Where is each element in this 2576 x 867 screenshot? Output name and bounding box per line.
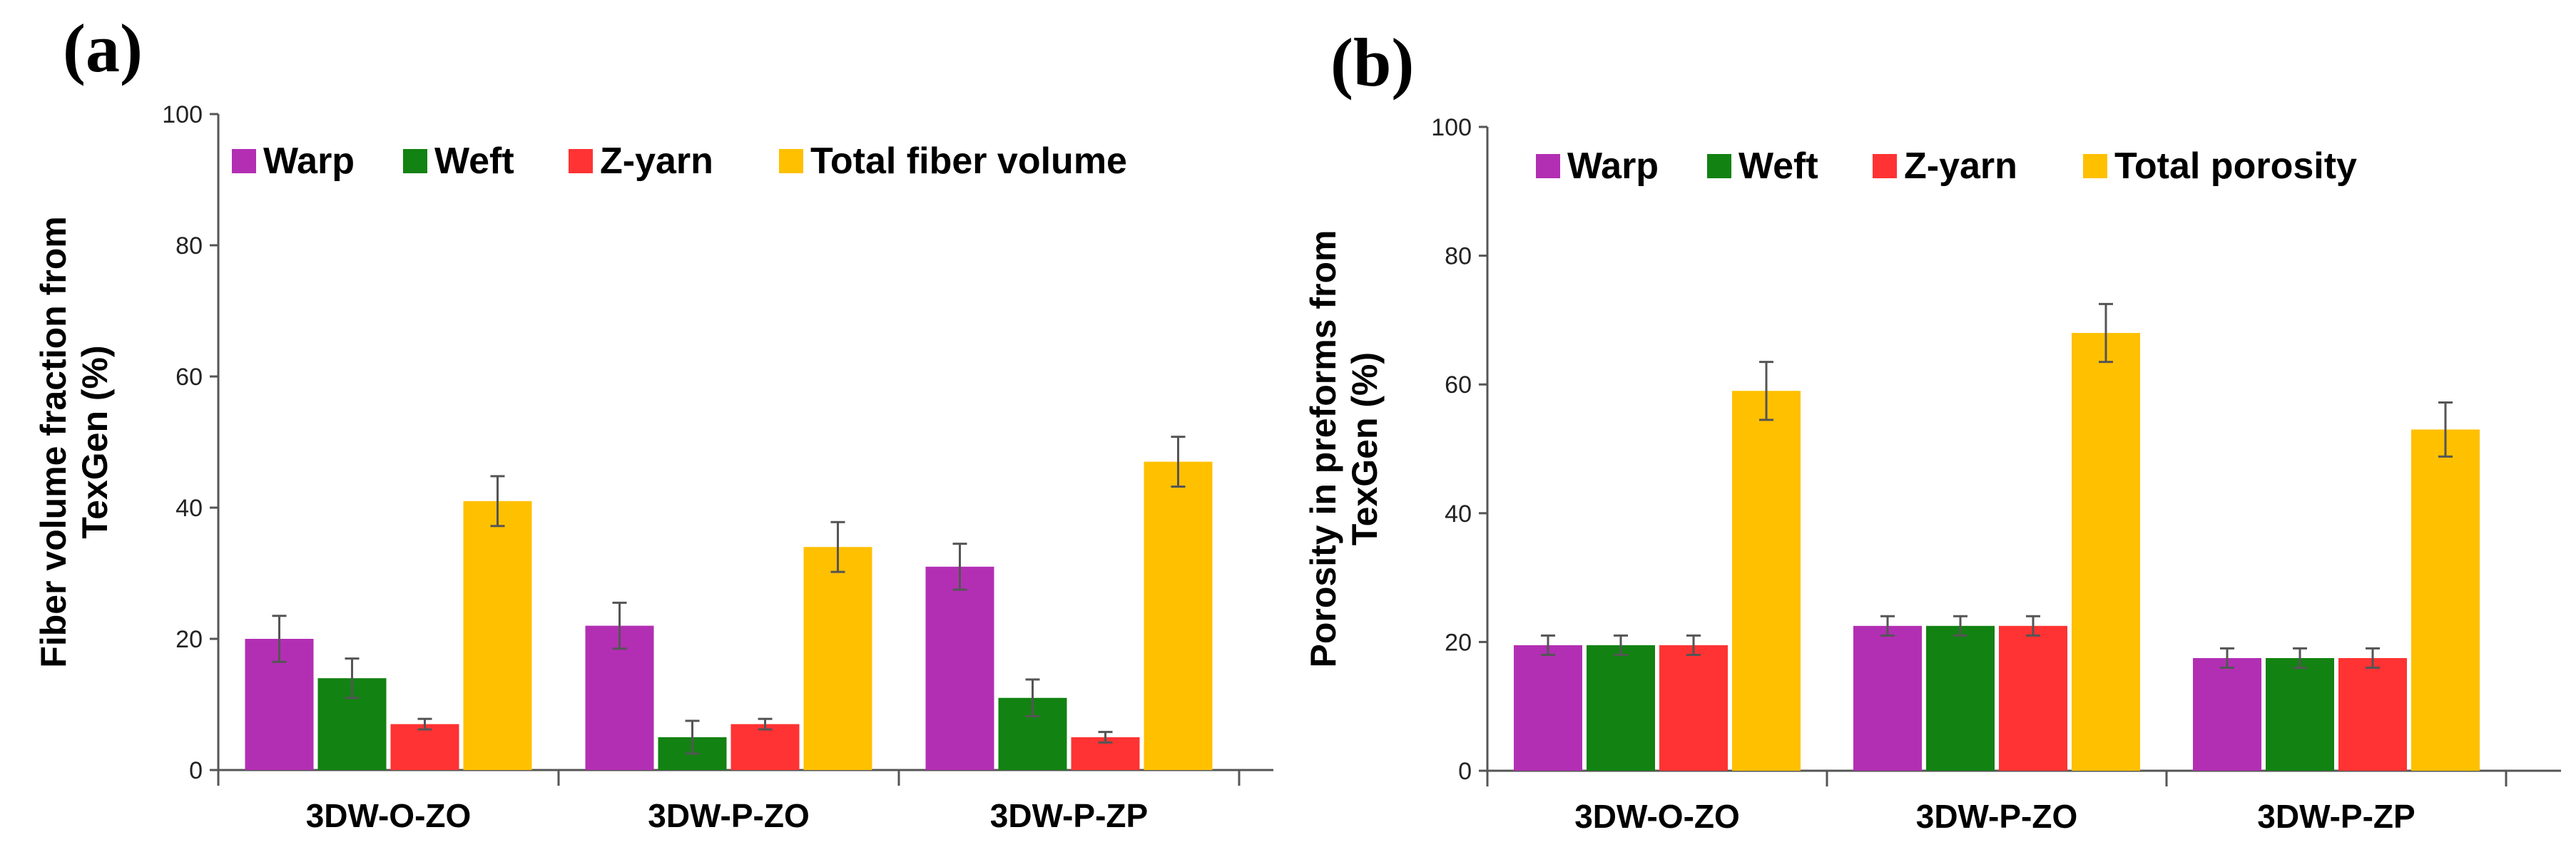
y-axis-label-line: TexGen (%) bbox=[1345, 352, 1385, 545]
y-axis-label: Fiber volume fraction from TexGen (%) bbox=[34, 216, 115, 667]
legend-swatch bbox=[1536, 154, 1560, 178]
legend-label: Z-yarn bbox=[1904, 145, 2017, 187]
bar-total-porosity bbox=[1732, 391, 1801, 771]
panel-label: (b) bbox=[1330, 24, 1414, 101]
legend-label: Z-yarn bbox=[600, 140, 713, 182]
legend-swatch bbox=[2083, 154, 2107, 178]
bar-total-fiber-volume bbox=[803, 547, 872, 770]
x-category-label: 3DW-P-ZP bbox=[2257, 798, 2415, 835]
y-axis-label: Porosity in preforms from TexGen (%) bbox=[1303, 230, 1385, 668]
bar-z-yarn bbox=[390, 724, 459, 770]
legend-swatch bbox=[569, 149, 593, 173]
bar-weft bbox=[1926, 625, 1995, 771]
y-tick-label: 0 bbox=[1458, 758, 1472, 785]
bar-total-porosity bbox=[2072, 332, 2140, 771]
legend-label: Weft bbox=[434, 140, 514, 182]
legend-label: Total fiber volume bbox=[810, 140, 1127, 182]
y-axis-label-line: Porosity in preforms from bbox=[1303, 230, 1343, 668]
bar-total-fiber-volume bbox=[1144, 461, 1213, 770]
bar-weft bbox=[2266, 657, 2334, 771]
bar-warp bbox=[1514, 645, 1582, 771]
bar-total-porosity bbox=[2411, 429, 2480, 771]
bar-total-fiber-volume bbox=[463, 501, 532, 770]
y-tick-label: 40 bbox=[175, 495, 203, 522]
legend-label: Warp bbox=[1567, 145, 1659, 187]
x-category-label: 3DW-O-ZO bbox=[1574, 798, 1740, 835]
bar-weft bbox=[1587, 645, 1655, 771]
porosity-chart: (b) Porosity in preforms from TexGen (%) 0 2… bbox=[1303, 24, 2561, 835]
fiber-volume-chart: (a) Fiber volume fraction from TexGen (%) 0… bbox=[34, 10, 1273, 834]
y-tick-label: 0 bbox=[189, 757, 203, 784]
bar-warp bbox=[2193, 657, 2261, 771]
bar-warp bbox=[585, 625, 654, 770]
y-tick-label: 40 bbox=[1445, 501, 1472, 528]
y-tick-label: 80 bbox=[1445, 243, 1472, 270]
legend-label: Total porosity bbox=[2114, 145, 2357, 187]
y-tick-label: 100 bbox=[162, 101, 203, 128]
y-axis-label-line: TexGen (%) bbox=[75, 345, 115, 538]
legend-label: Weft bbox=[1738, 145, 1818, 187]
x-category-label: 3DW-P-ZO bbox=[1916, 798, 2078, 835]
y-tick-label: 20 bbox=[1445, 629, 1472, 656]
y-tick-label: 80 bbox=[175, 232, 203, 260]
x-category-label: 3DW-P-ZP bbox=[990, 797, 1148, 834]
y-tick-label: 20 bbox=[175, 626, 203, 653]
legend-swatch bbox=[1873, 154, 1897, 178]
bar-z-yarn bbox=[1659, 645, 1728, 771]
y-tick-label: 60 bbox=[1445, 371, 1472, 399]
chart-panel-a: (a) Fiber volume fraction from TexGen (%) 0… bbox=[34, 10, 1273, 834]
x-category-label: 3DW-O-ZO bbox=[306, 797, 472, 834]
legend-swatch bbox=[1707, 154, 1731, 178]
bar-warp bbox=[1853, 625, 1922, 771]
legend-swatch bbox=[232, 149, 256, 173]
y-tick-label: 60 bbox=[175, 364, 203, 391]
y-axis-label-line: Fiber volume fraction from bbox=[34, 216, 73, 667]
chart-panel-b: (b) Porosity in preforms from TexGen (%) 0 2… bbox=[1288, 0, 2576, 867]
bar-z-yarn bbox=[2338, 657, 2407, 771]
bar-z-yarn bbox=[730, 724, 800, 770]
x-category-label: 3DW-P-ZO bbox=[648, 797, 810, 834]
bar-z-yarn bbox=[1999, 625, 2067, 771]
legend-swatch bbox=[779, 149, 803, 173]
legend-swatch bbox=[403, 149, 427, 173]
bar-warp bbox=[925, 566, 994, 770]
y-tick-label: 100 bbox=[1431, 114, 1472, 141]
panel-label: (a) bbox=[63, 10, 143, 86]
legend-label: Warp bbox=[263, 140, 355, 182]
